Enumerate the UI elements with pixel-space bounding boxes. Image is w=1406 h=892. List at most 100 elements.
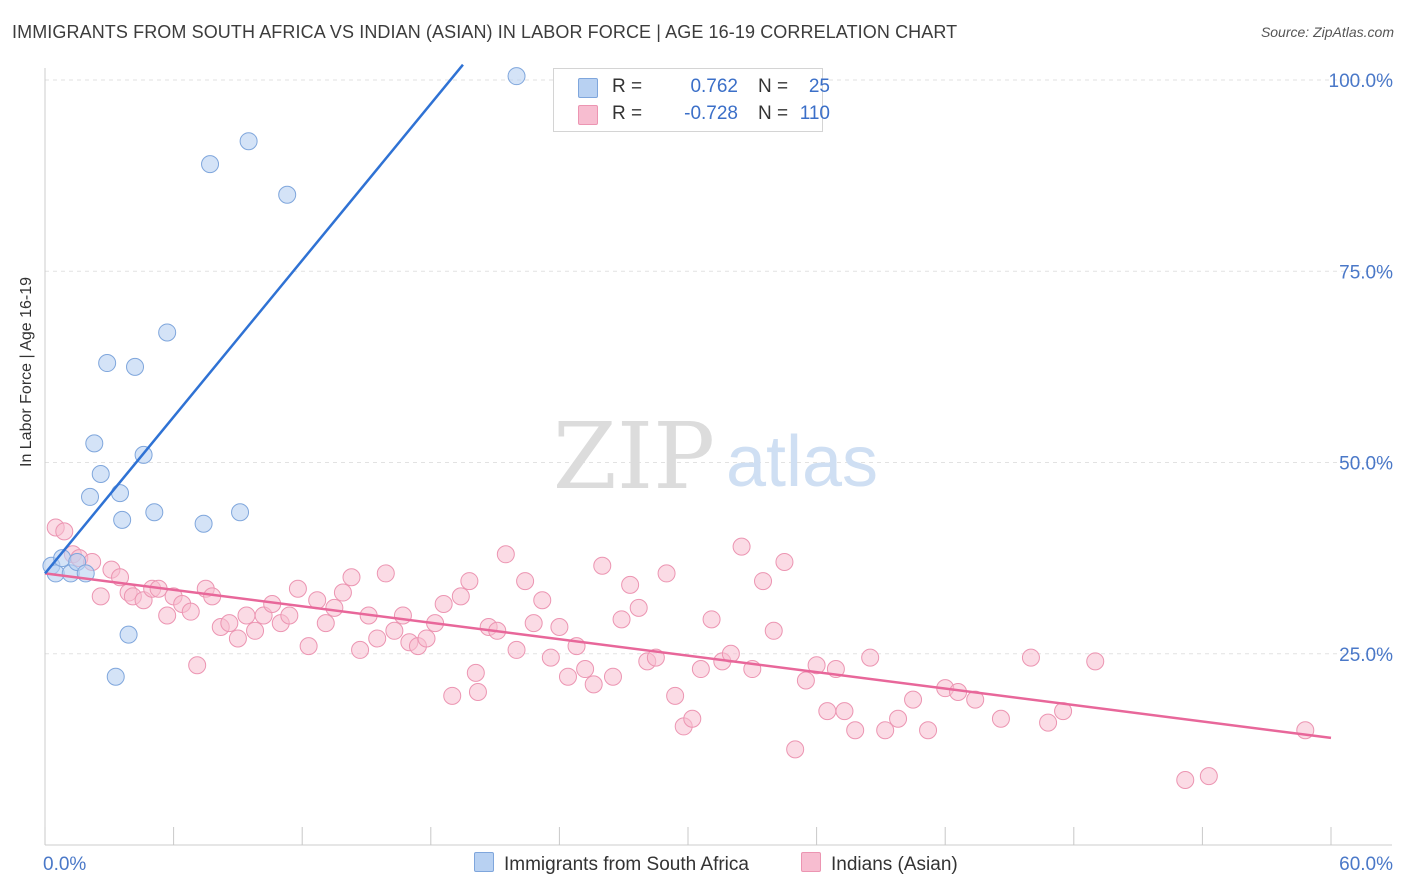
indians-asian-point: [732, 537, 751, 556]
indians-asian-point: [351, 640, 370, 659]
indians-asian-point: [376, 564, 395, 583]
indians-asian-point: [451, 587, 470, 606]
indians-asian-point: [434, 595, 453, 614]
indians-asian-point: [368, 629, 387, 648]
legend-r-value: 0.762: [690, 76, 738, 97]
indians-asian-point: [246, 621, 265, 640]
south-africa-point: [113, 510, 132, 529]
indians-asian-point: [666, 686, 685, 705]
indians-asian-point: [1021, 648, 1040, 667]
indians-asian-point: [621, 575, 640, 594]
indians-asian-point: [524, 614, 543, 633]
indians-asian-point: [325, 598, 344, 617]
indians-asian-point: [541, 648, 560, 667]
correlation-legend: R = 0.762 N = 25 R = -0.728 N = 110: [553, 68, 830, 132]
x-tick-label: 0.0%: [43, 854, 86, 875]
indians-asian-point: [1086, 652, 1105, 671]
indians-asian-point: [158, 606, 177, 625]
indians-asian-point: [342, 568, 361, 587]
legend-n-label: N =: [758, 103, 789, 124]
indians-asian-point: [516, 572, 535, 591]
source-label: Source: ZipAtlas.com: [1260, 24, 1394, 40]
south-africa-point: [145, 503, 164, 522]
indians-asian-point: [683, 709, 702, 728]
legend-n-label: N =: [758, 76, 789, 97]
indians-asian-point: [796, 671, 815, 690]
trend-lines: [44, 63, 1332, 740]
indians-asian-point: [181, 602, 200, 621]
watermark-zip: ZIP: [553, 403, 715, 510]
south-africa-point: [106, 667, 125, 686]
bottom-legend-label: Immigrants from South Africa: [504, 854, 749, 875]
south-africa-point: [119, 625, 138, 644]
indians-asian-point: [333, 583, 352, 602]
indians-asian-point: [460, 572, 479, 591]
indians-asian-point: [443, 686, 462, 705]
legend-swatch-blue: [578, 78, 598, 98]
indians-asian-point: [657, 564, 676, 583]
bottom-legend-swatch-blue: [474, 852, 494, 872]
south-africa-point: [85, 434, 104, 453]
south-africa-point: [98, 354, 117, 373]
watermark-atlas: atlas: [726, 422, 878, 502]
indians-asian-point: [1039, 713, 1058, 732]
indians-asian-point: [919, 721, 938, 740]
legend-n-value: 25: [808, 76, 830, 97]
indians-asian-point: [593, 556, 612, 575]
chart-title: IMMIGRANTS FROM SOUTH AFRICA VS INDIAN (…: [12, 22, 958, 42]
legend-n-value: 110: [799, 103, 830, 124]
indians-asian-point: [288, 579, 307, 598]
indians-asian-point: [889, 709, 908, 728]
south-africa-point: [158, 323, 177, 342]
indians-asian-point: [584, 675, 603, 694]
south-africa-point: [239, 132, 258, 151]
y-tick-label: 100.0%: [1329, 71, 1394, 92]
indians-asian-point: [603, 667, 622, 686]
indians-asian-point: [393, 606, 412, 625]
indians-asian-point: [764, 621, 783, 640]
bottom-legend-label: Indians (Asian): [831, 854, 958, 875]
south-africa-point: [91, 464, 110, 483]
y-tick-label: 25.0%: [1339, 645, 1393, 666]
indians-asian-point: [280, 606, 299, 625]
indians-asian-point: [576, 660, 595, 679]
indians-asian-point: [507, 640, 526, 659]
indians-asian-point: [188, 656, 207, 675]
indians-asian-trend-line: [44, 572, 1332, 740]
indians-asian-point: [55, 522, 74, 541]
indians-asian-point: [691, 660, 710, 679]
indians-asian-point: [533, 591, 552, 610]
indians-asian-point: [468, 683, 487, 701]
y-tick-label: 50.0%: [1339, 454, 1393, 475]
indians-asian-point: [629, 598, 648, 617]
tick-labels: 25.0% 50.0% 75.0% 100.0% 0.0% 60.0%: [43, 71, 1393, 875]
indians-asian-point: [417, 629, 436, 648]
indians-asian-point: [807, 656, 826, 675]
indians-asian-point: [228, 629, 247, 648]
indians-asian-point: [308, 591, 327, 610]
indians-asian-point: [876, 721, 895, 740]
indians-asian-point: [846, 721, 865, 740]
indians-asian-point: [754, 572, 773, 591]
legend-swatch-pink: [578, 105, 598, 125]
south-africa-point: [231, 503, 250, 522]
indians-asian-point: [558, 667, 577, 686]
indians-asian-point: [702, 610, 721, 629]
indians-asian-point: [786, 740, 805, 759]
series-south-africa-points: [42, 67, 526, 686]
south-africa-point: [201, 155, 220, 174]
grid-lines: [45, 79, 1392, 655]
legend-r-value: -0.728: [684, 103, 738, 124]
indians-asian-point: [775, 552, 794, 571]
indians-asian-point: [904, 690, 923, 709]
bottom-legend-indians-asian: Indians (Asian): [801, 852, 958, 876]
south-africa-point: [507, 67, 526, 86]
indians-asian-point: [612, 610, 631, 629]
indians-asian-point: [299, 637, 318, 656]
indians-asian-point: [220, 614, 239, 633]
legend-r-label: R =: [612, 103, 643, 124]
south-africa-point: [278, 185, 297, 204]
indians-asian-point: [550, 617, 569, 636]
bottom-legend-south-africa: Immigrants from South Africa: [474, 852, 749, 876]
